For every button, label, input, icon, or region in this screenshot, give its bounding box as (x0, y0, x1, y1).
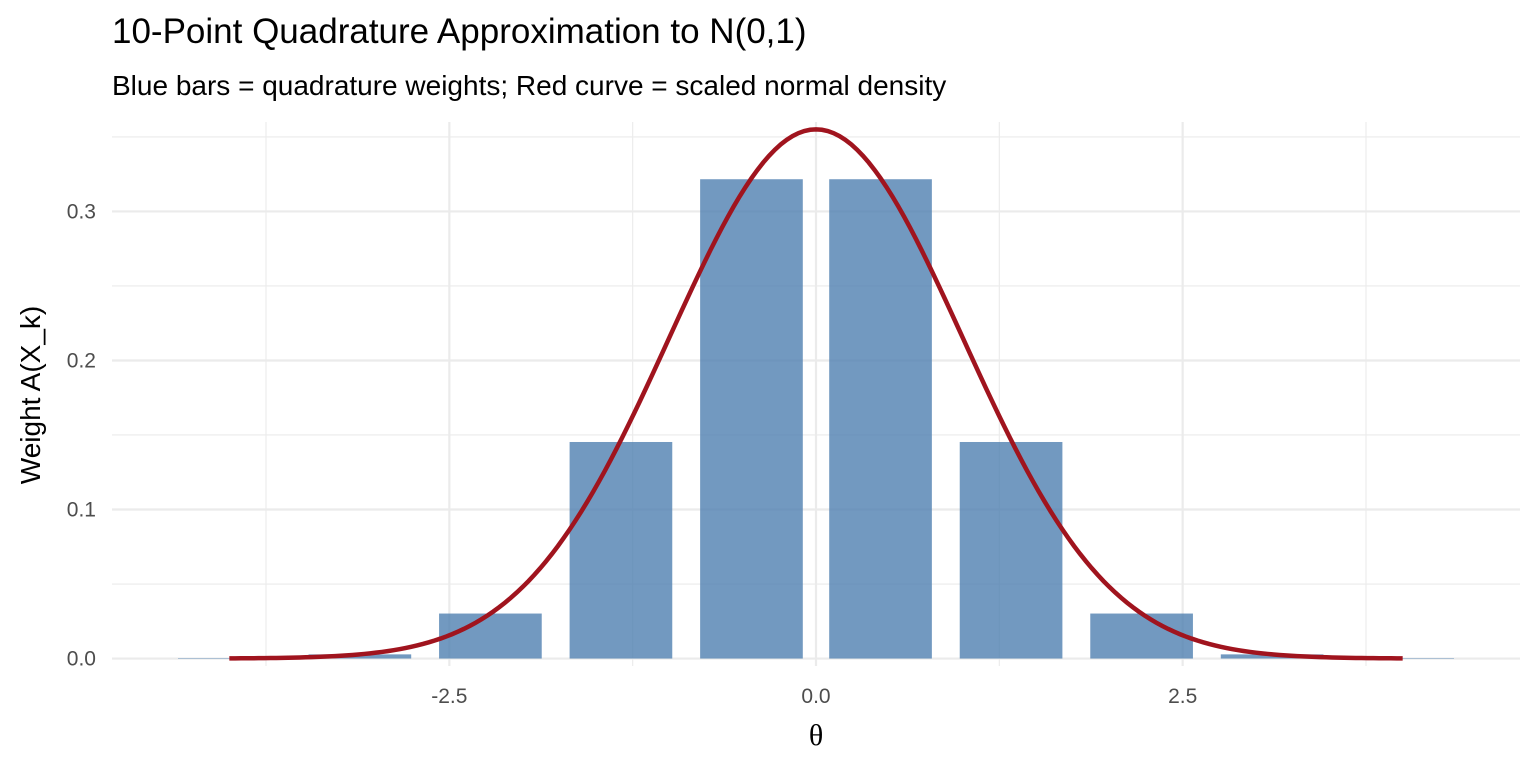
bar (1090, 613, 1193, 659)
y-tick-label: 0.1 (67, 499, 96, 522)
x-tick-label: 0.0 (801, 685, 830, 708)
y-axis-title: Weight A(X_k) (15, 306, 46, 484)
x-axis-title: θ (809, 719, 823, 752)
x-tick-label: -2.5 (431, 685, 467, 708)
chart-subtitle: Blue bars = quadrature weights; Red curv… (112, 70, 947, 101)
x-axis-ticks: -2.5 0.0 2.5 (431, 685, 1197, 708)
y-tick-label: 0.2 (67, 349, 96, 372)
y-axis-ticks: 0.0 0.1 0.2 0.3 (67, 200, 96, 670)
y-tick-label: 0.0 (67, 648, 96, 671)
grid (112, 122, 1520, 666)
bar (959, 441, 1063, 659)
normal-density-curve (229, 127, 1403, 661)
bars-group (178, 179, 1454, 659)
bar (700, 179, 803, 659)
bar (569, 441, 673, 659)
chart-title: 10-Point Quadrature Approximation to N(0… (112, 12, 807, 51)
bar (439, 613, 542, 659)
y-tick-label: 0.3 (67, 200, 96, 223)
bar (829, 179, 932, 659)
x-tick-label: 2.5 (1168, 685, 1197, 708)
